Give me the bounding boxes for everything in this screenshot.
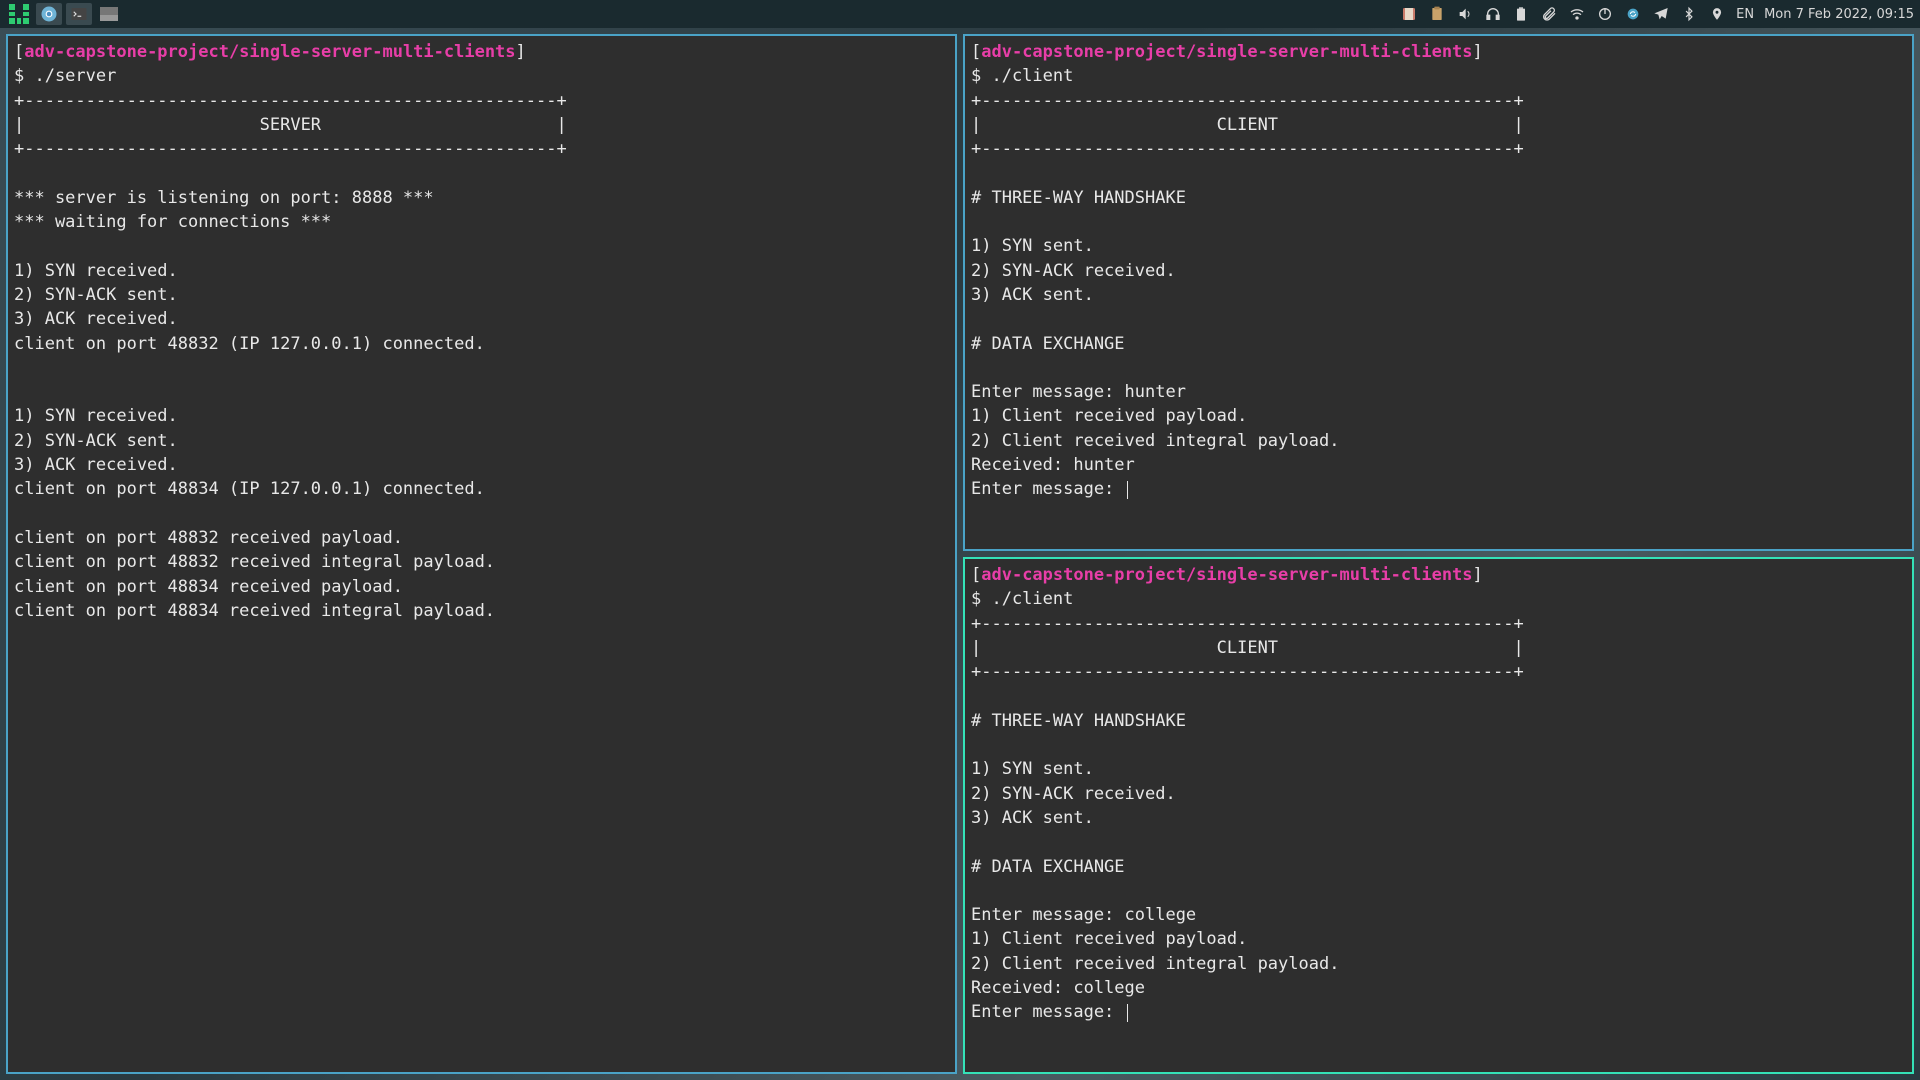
app-menu-button[interactable] <box>6 3 32 25</box>
manjaro-logo-icon <box>9 4 29 24</box>
tray-location-icon[interactable] <box>1708 5 1726 23</box>
terminal-client-1[interactable]: [adv-capstone-project/single-server-mult… <box>963 34 1914 551</box>
tray-power-icon[interactable] <box>1596 5 1614 23</box>
taskbar: EN Mon 7 Feb 2022, 09:15 <box>0 0 1920 28</box>
taskbar-app-chromium[interactable] <box>36 3 62 25</box>
terminal-icon <box>70 5 88 23</box>
terminal-client-2[interactable]: [adv-capstone-project/single-server-mult… <box>963 557 1914 1074</box>
taskbar-clock[interactable]: Mon 7 Feb 2022, 09:15 <box>1764 7 1914 22</box>
tray-bluetooth-icon[interactable] <box>1680 5 1698 23</box>
tray-wifi-icon[interactable] <box>1568 5 1586 23</box>
show-desktop-icon <box>100 7 118 21</box>
tray-attachment-icon[interactable] <box>1540 5 1558 23</box>
tray-telegram-icon[interactable] <box>1652 5 1670 23</box>
taskbar-app-terminal[interactable] <box>66 3 92 25</box>
chromium-icon <box>40 5 58 23</box>
tray-headphones-icon[interactable] <box>1484 5 1502 23</box>
taskbar-keyboard-layout[interactable]: EN <box>1736 7 1754 22</box>
tray-clipboard-icon[interactable] <box>1428 5 1446 23</box>
tray-sync-icon[interactable] <box>1624 5 1642 23</box>
terminal-server[interactable]: [adv-capstone-project/single-server-mult… <box>6 34 957 1074</box>
desktop: [adv-capstone-project/single-server-mult… <box>0 28 1920 1080</box>
tray-dictionary-icon[interactable] <box>1400 5 1418 23</box>
tray-battery-icon[interactable] <box>1512 5 1530 23</box>
tray-volume-icon[interactable] <box>1456 5 1474 23</box>
taskbar-show-desktop[interactable] <box>96 3 122 25</box>
